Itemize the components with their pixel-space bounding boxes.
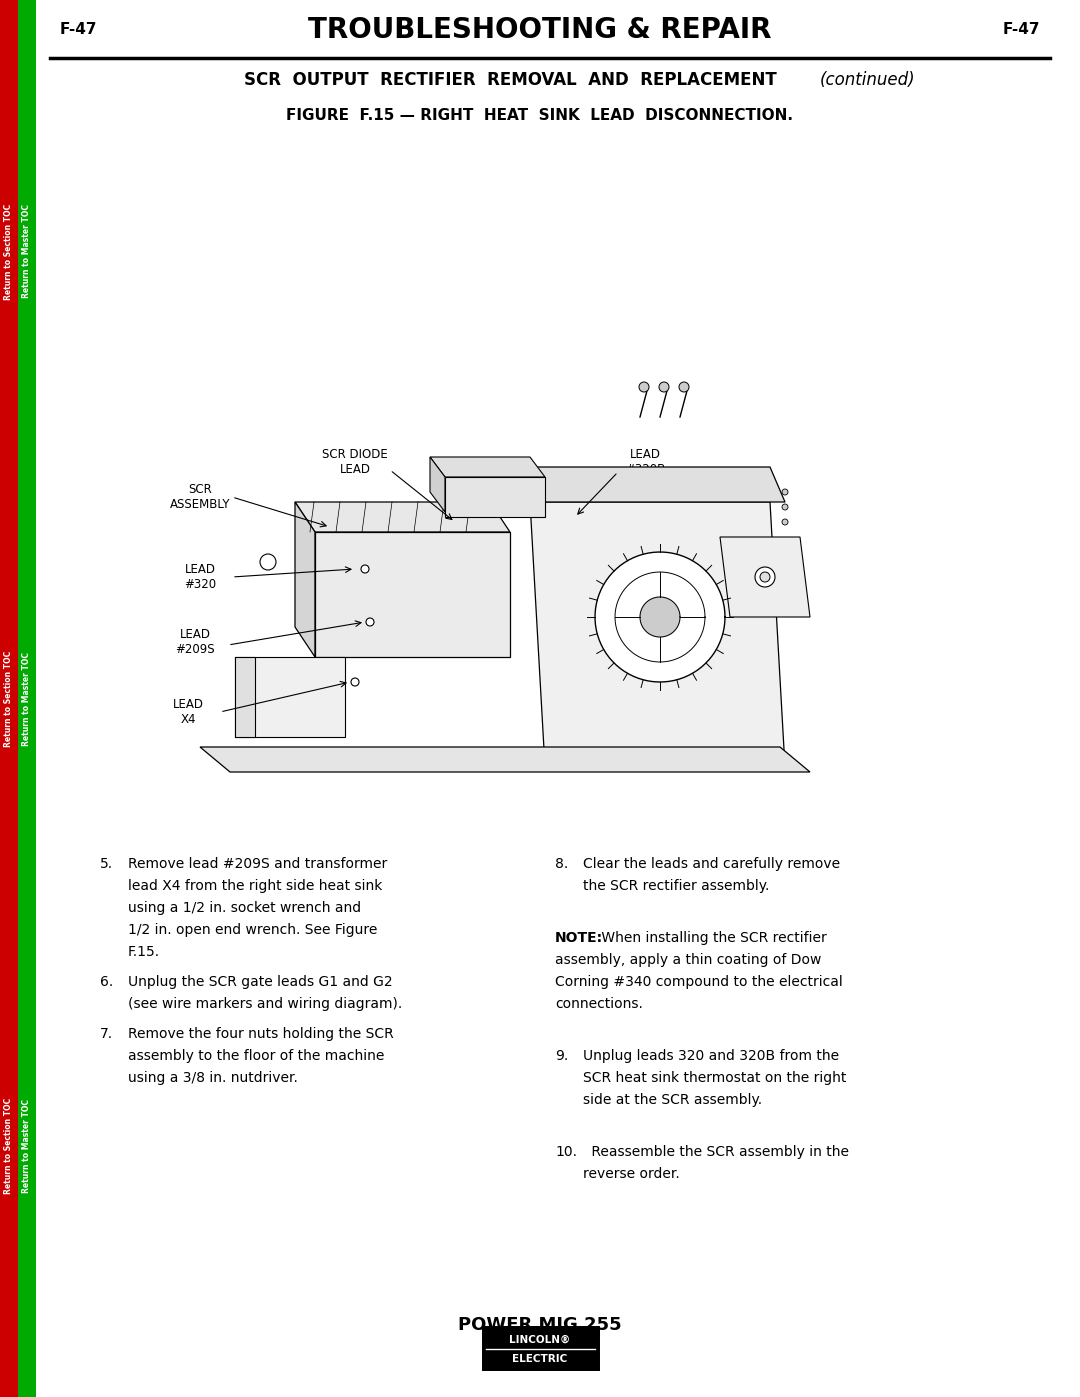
Text: assembly, apply a thin coating of Dow: assembly, apply a thin coating of Dow (555, 953, 822, 967)
Circle shape (782, 489, 788, 495)
Polygon shape (235, 657, 345, 738)
Text: ELECTRIC: ELECTRIC (512, 1354, 568, 1363)
Text: 5.: 5. (100, 856, 113, 870)
Text: Return to Section TOC: Return to Section TOC (4, 1098, 14, 1193)
Text: (see wire markers and wiring diagram).: (see wire markers and wiring diagram). (129, 997, 402, 1011)
Text: Remove lead #209S and transformer: Remove lead #209S and transformer (129, 856, 388, 870)
Text: Return to Master TOC: Return to Master TOC (23, 1098, 31, 1193)
Circle shape (760, 571, 770, 583)
Circle shape (782, 504, 788, 510)
Text: Unplug leads 320 and 320B from the: Unplug leads 320 and 320B from the (583, 1049, 839, 1063)
Polygon shape (445, 476, 545, 517)
Polygon shape (530, 502, 785, 767)
Text: SCR
ASSEMBLY: SCR ASSEMBLY (170, 483, 230, 511)
Text: LEAD
#320: LEAD #320 (184, 563, 216, 591)
Text: Reassemble the SCR assembly in the: Reassemble the SCR assembly in the (588, 1146, 849, 1160)
Bar (483, 1327, 597, 1369)
Text: side at the SCR assembly.: side at the SCR assembly. (583, 1092, 762, 1106)
Circle shape (366, 617, 374, 626)
Text: LEAD
X4: LEAD X4 (173, 698, 203, 726)
Text: Return to Section TOC: Return to Section TOC (4, 651, 14, 746)
Text: Return to Section TOC: Return to Section TOC (4, 204, 14, 299)
Text: F-47: F-47 (60, 22, 97, 38)
Circle shape (782, 520, 788, 525)
Text: 7.: 7. (100, 1027, 113, 1041)
Text: using a 1/2 in. socket wrench and: using a 1/2 in. socket wrench and (129, 901, 361, 915)
Circle shape (755, 567, 775, 587)
Polygon shape (595, 552, 725, 682)
Text: Unplug the SCR gate leads G1 and G2: Unplug the SCR gate leads G1 and G2 (129, 975, 393, 989)
Text: 10.: 10. (555, 1146, 577, 1160)
Text: TROUBLESHOOTING & REPAIR: TROUBLESHOOTING & REPAIR (308, 15, 772, 43)
Circle shape (679, 381, 689, 393)
Text: NOTE:: NOTE: (555, 930, 603, 944)
Text: assembly to the floor of the machine: assembly to the floor of the machine (129, 1049, 384, 1063)
Polygon shape (295, 502, 510, 532)
Polygon shape (430, 457, 445, 511)
Bar (483, 1327, 597, 1369)
Text: 8.: 8. (555, 856, 568, 870)
Text: Clear the leads and carefully remove: Clear the leads and carefully remove (583, 856, 840, 870)
Polygon shape (640, 597, 680, 637)
Circle shape (351, 678, 359, 686)
Text: SCR DIODE
LEAD: SCR DIODE LEAD (322, 448, 388, 476)
Text: FIGURE  F.15 — RIGHT  HEAT  SINK  LEAD  DISCONNECTION.: FIGURE F.15 — RIGHT HEAT SINK LEAD DISCO… (286, 108, 794, 123)
Polygon shape (295, 502, 315, 657)
Circle shape (639, 381, 649, 393)
Polygon shape (315, 532, 510, 657)
Text: Return to Master TOC: Return to Master TOC (23, 651, 31, 746)
Polygon shape (200, 747, 810, 773)
Polygon shape (720, 536, 810, 617)
Text: LEAD
#209S: LEAD #209S (175, 629, 215, 657)
Text: F.15.: F.15. (129, 944, 160, 958)
Text: (continued): (continued) (820, 71, 916, 89)
Text: When installing the SCR rectifier: When installing the SCR rectifier (597, 930, 827, 944)
Polygon shape (430, 457, 545, 476)
Circle shape (260, 555, 276, 570)
Text: SCR  OUTPUT  RECTIFIER  REMOVAL  AND  REPLACEMENT: SCR OUTPUT RECTIFIER REMOVAL AND REPLACE… (244, 71, 777, 89)
Text: the SCR rectifier assembly.: the SCR rectifier assembly. (583, 879, 769, 893)
Text: F-47: F-47 (1002, 22, 1040, 38)
Bar (18, 0, 36, 1397)
Text: lead X4 from the right side heat sink: lead X4 from the right side heat sink (129, 879, 382, 893)
Text: connections.: connections. (555, 997, 643, 1011)
Text: using a 3/8 in. nutdriver.: using a 3/8 in. nutdriver. (129, 1071, 298, 1085)
Circle shape (361, 564, 369, 573)
Text: Remove the four nuts holding the SCR: Remove the four nuts holding the SCR (129, 1027, 394, 1041)
Polygon shape (530, 467, 785, 502)
Text: SCR heat sink thermostat on the right: SCR heat sink thermostat on the right (583, 1071, 847, 1085)
Text: Corning #340 compound to the electrical: Corning #340 compound to the electrical (555, 975, 842, 989)
Text: LINCOLN®: LINCOLN® (510, 1334, 570, 1344)
Circle shape (659, 381, 669, 393)
Text: 9.: 9. (555, 1049, 568, 1063)
Polygon shape (235, 657, 255, 738)
Text: reverse order.: reverse order. (583, 1166, 679, 1180)
Text: Return to Master TOC: Return to Master TOC (23, 204, 31, 299)
Text: 1/2 in. open end wrench. See Figure: 1/2 in. open end wrench. See Figure (129, 923, 377, 937)
Text: LEAD
#320B: LEAD #320B (625, 448, 665, 476)
Bar (0, 0, 18, 1397)
Text: 6.: 6. (100, 975, 113, 989)
Text: POWER MIG 255: POWER MIG 255 (458, 1316, 622, 1334)
